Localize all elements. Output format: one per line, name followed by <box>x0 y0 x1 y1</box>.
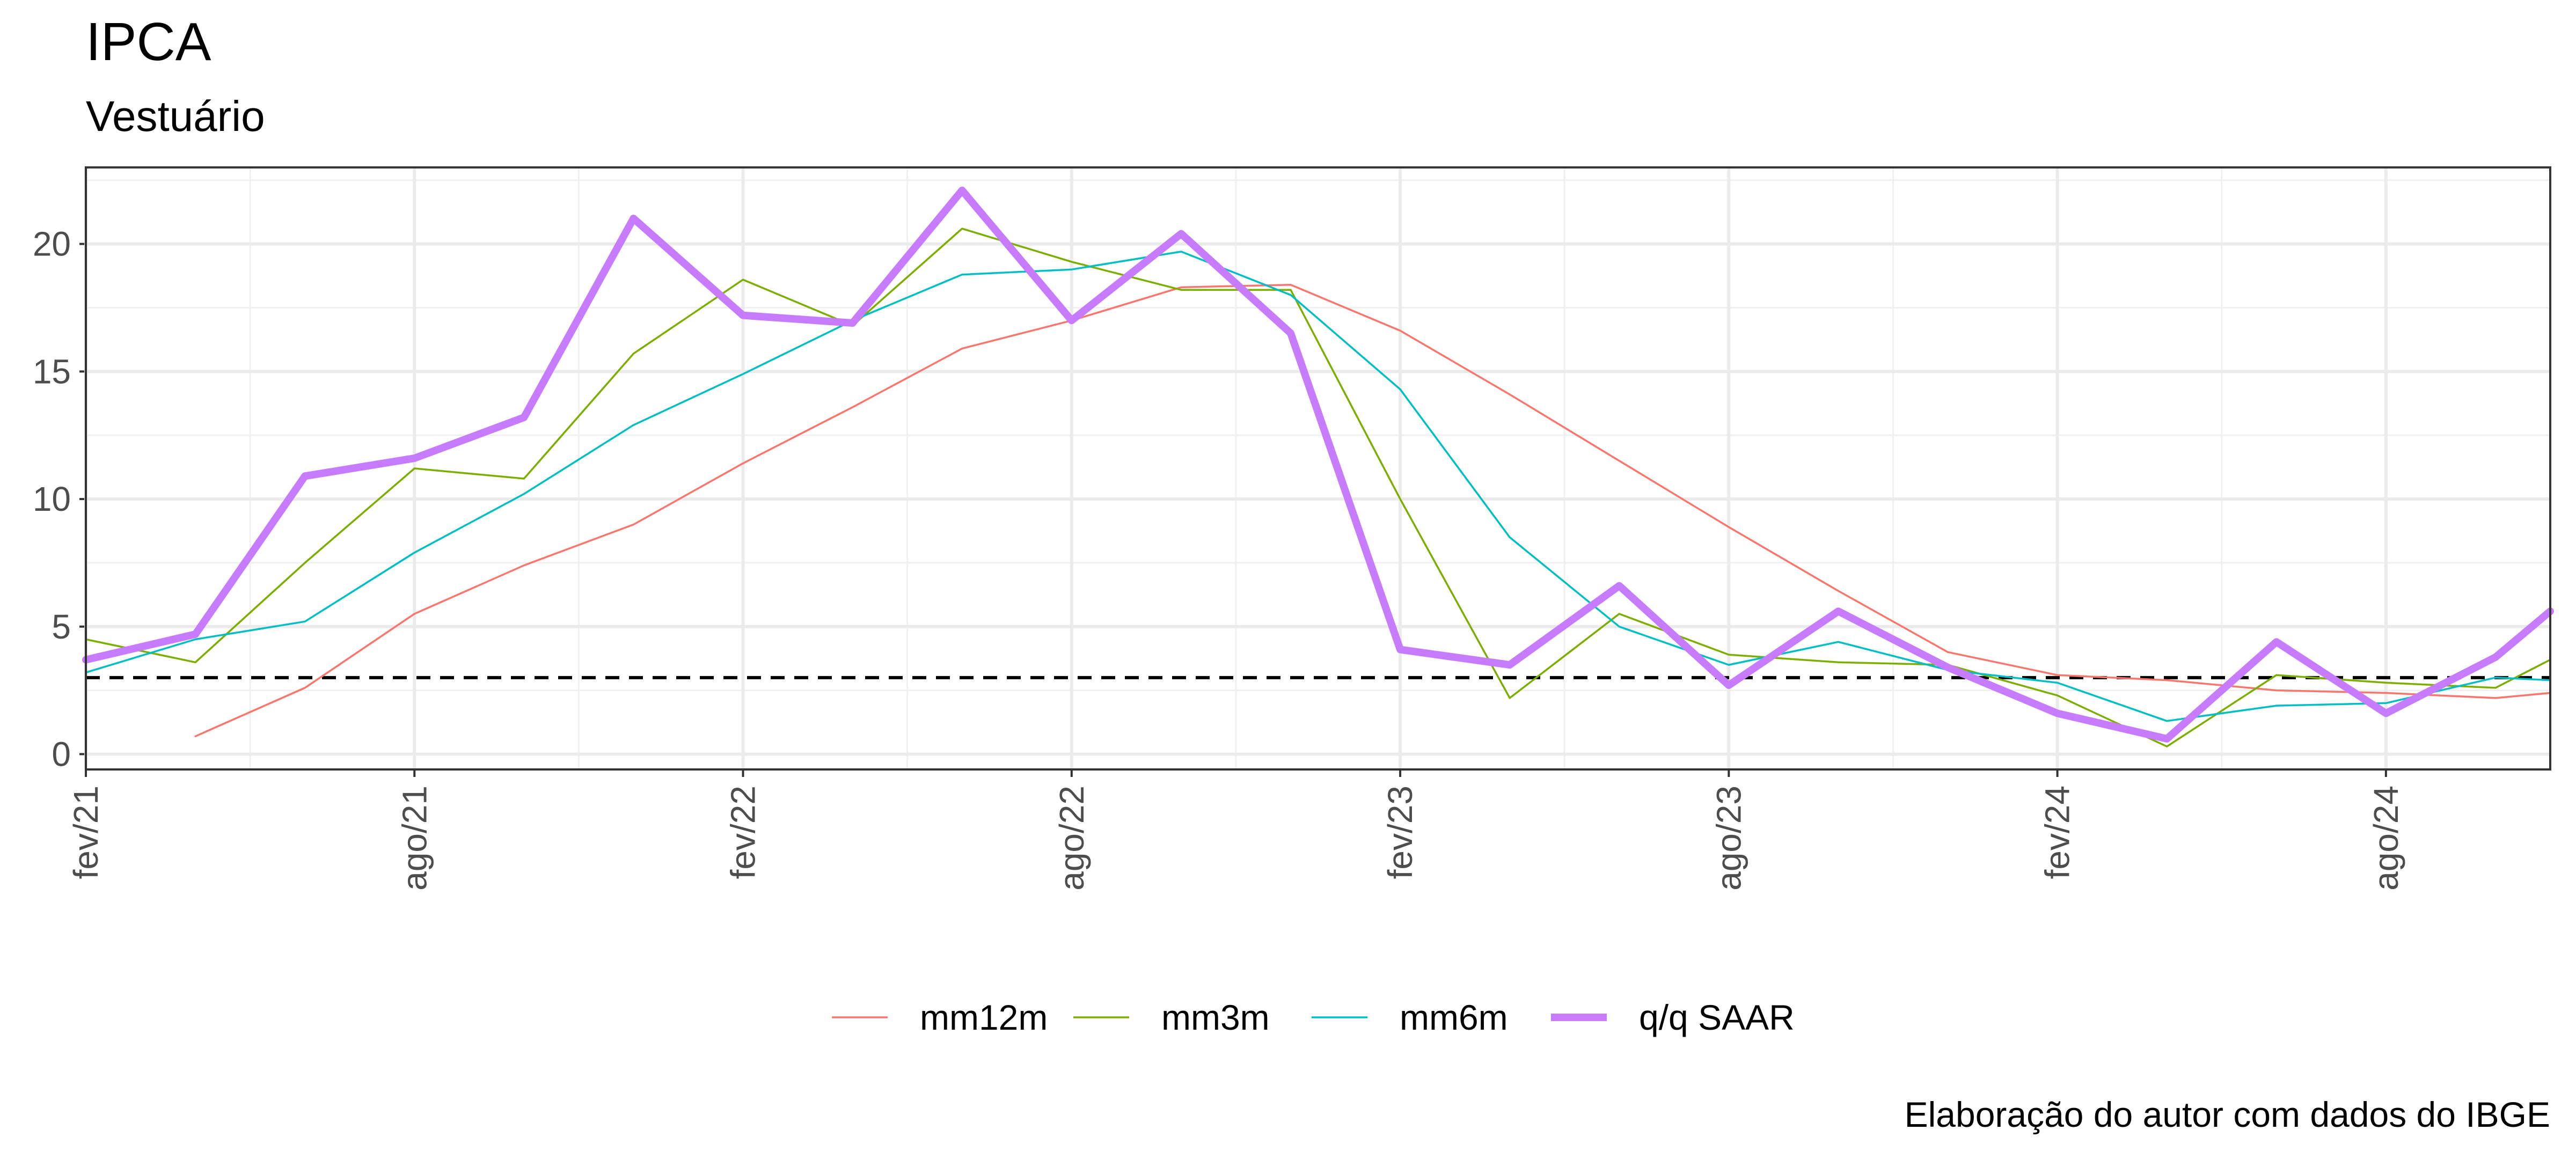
y-tick-label: 15 <box>33 352 71 391</box>
x-tick-label: ago/24 <box>2367 786 2405 891</box>
legend-item: q/q SAAR <box>1551 997 1795 1037</box>
legend-label: mm12m <box>920 997 1048 1037</box>
legend: mm12m mm3m mm6m q/q SAAR <box>832 997 1795 1037</box>
x-tick-label: ago/23 <box>1709 786 1748 891</box>
x-tick-label: fev/21 <box>67 786 105 879</box>
plot-area: 0 5 10 15 20 fev/21 ago/21 fev/22 ago/22 fev/23 ag… <box>33 166 2554 891</box>
x-tick-label: fev/22 <box>724 786 763 879</box>
legend-label: mm6m <box>1400 997 1508 1037</box>
legend-label: q/q SAAR <box>1639 997 1795 1037</box>
x-tick-label: ago/22 <box>1052 786 1091 891</box>
chart-title: IPCA <box>86 12 211 72</box>
x-tick-label: fev/24 <box>2038 786 2077 879</box>
legend-item: mm6m <box>1312 997 1508 1037</box>
series-line-mm3m <box>85 228 2551 747</box>
y-tick-label: 0 <box>52 735 71 773</box>
y-tick-label: 20 <box>33 225 71 263</box>
chart-caption: Elaboração do autor com dados do IBGE <box>1905 1095 2550 1134</box>
series-line-mm12m <box>194 283 2551 737</box>
legend-label: mm3m <box>1161 997 1270 1037</box>
panel-border <box>85 166 2551 771</box>
legend-item: mm12m <box>832 997 1048 1037</box>
series-line-q-q-saar <box>82 186 2554 743</box>
series-line-mm6m <box>85 251 2551 722</box>
x-tick-label: fev/23 <box>1381 786 1419 879</box>
legend-item: mm3m <box>1073 997 1270 1037</box>
y-tick-label: 10 <box>33 480 71 518</box>
y-tick-label: 5 <box>52 607 71 646</box>
x-tick-label: ago/21 <box>395 786 434 891</box>
chart-subtitle: Vestuário <box>86 92 265 140</box>
